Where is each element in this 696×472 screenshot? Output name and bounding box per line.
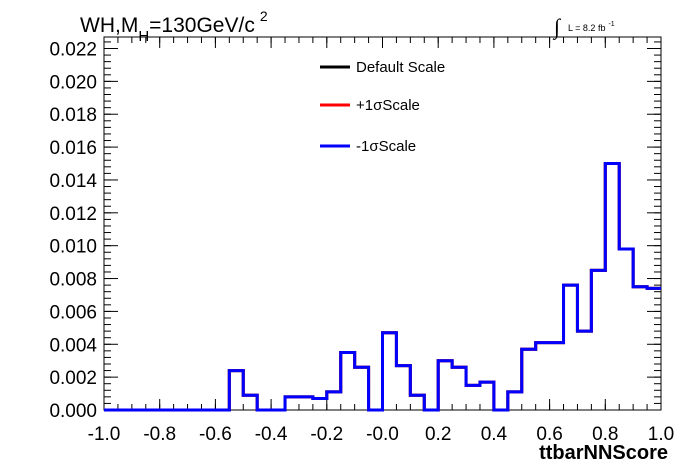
y-tick-label: 0.012 [49, 204, 97, 225]
y-tick-label: 0.008 [49, 270, 97, 291]
lumi-integral-sign: ∫ [552, 14, 562, 40]
lumi-label: L = 8.2 fb -1 [568, 21, 615, 33]
y-tick-label: 0.022 [49, 40, 97, 61]
y-tick-label: 0.014 [49, 171, 97, 192]
x-tick-label: 0.2 [425, 424, 451, 445]
x-tick-label: -0.2 [310, 424, 343, 445]
chart-title: WH,MH=130GeV/c 2 [80, 8, 268, 45]
x-tick-label: -0.6 [199, 424, 232, 445]
legend-label-plus1sigma: +1σScale [356, 97, 420, 114]
x-axis-label: ttbarNNScore [539, 442, 668, 464]
x-tick-label: -1.0 [88, 424, 121, 445]
y-tick-label: 0.020 [49, 72, 97, 93]
histogram-series-2 [104, 162, 661, 412]
x-tick-label: -0.0 [366, 424, 399, 445]
x-tick-label: -0.8 [143, 424, 176, 445]
y-tick-label: 0.000 [49, 401, 97, 422]
x-tick-label: 0.8 [592, 424, 618, 445]
x-tick-label: -0.4 [255, 424, 288, 445]
y-tick-label: 0.018 [49, 105, 97, 126]
y-tick-label: 0.006 [49, 302, 97, 323]
lumi-superscript: -1 [608, 21, 614, 28]
x-tick-label: 0.4 [481, 424, 508, 445]
x-tick-label: 1.0 [648, 424, 674, 445]
y-tick-label: 0.010 [49, 237, 97, 258]
title-superscript: 2 [260, 8, 268, 24]
y-tick-label: 0.016 [49, 138, 97, 159]
x-tick-label: 0.6 [536, 424, 562, 445]
y-tick-label: 0.004 [49, 335, 97, 356]
y-tick-label: 0.002 [49, 368, 97, 389]
title-subscript: H [138, 28, 149, 45]
legend-label-default: Default Scale [356, 59, 445, 76]
legend: Default Scale +1σScale -1σScale [320, 59, 445, 155]
legend-label-minus1sigma: -1σScale [356, 138, 416, 155]
